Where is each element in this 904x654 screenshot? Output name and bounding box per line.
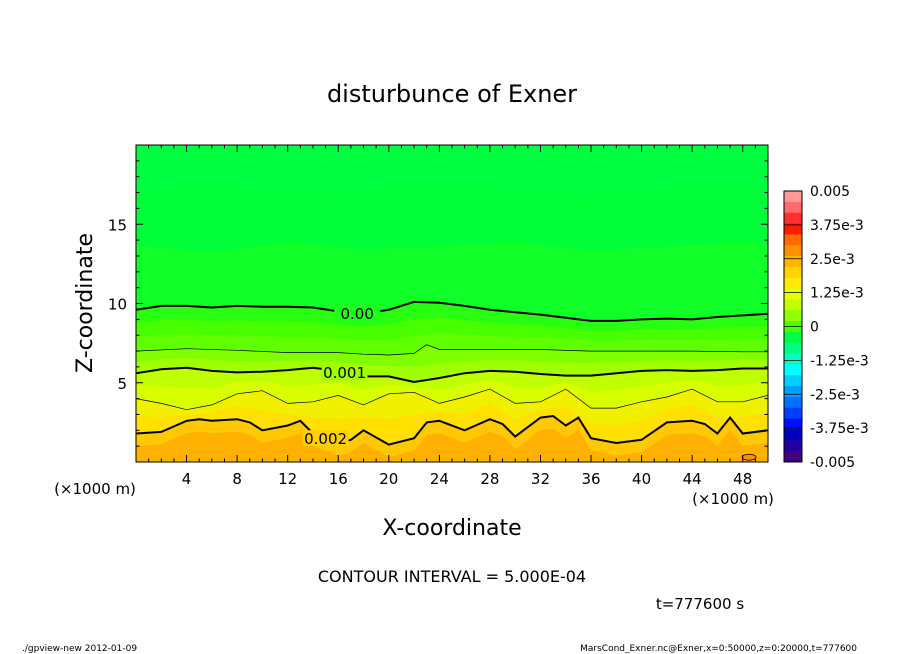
heavy-contour-line <box>136 414 768 446</box>
colorbar-label: -2.5e-3 <box>810 387 860 403</box>
colorbar-cell <box>784 353 802 365</box>
colorbar-label: 1.25e-3 <box>810 286 864 302</box>
heavy-contour-line <box>136 300 768 322</box>
x-tick-label: 32 <box>531 470 550 488</box>
contour-label: 0.00 <box>340 305 373 323</box>
colorbar-label: 0.005 <box>810 184 850 200</box>
colorbar-cell <box>784 407 802 420</box>
contour-label-gap <box>302 430 349 447</box>
colorbar-cell <box>784 429 802 441</box>
colorbar-cell <box>784 223 802 235</box>
colorbar-cell <box>784 386 802 398</box>
colorbar-cell <box>784 191 802 203</box>
colorbar-cell <box>784 310 802 322</box>
colorbar-label: 2.5e-3 <box>810 252 855 268</box>
x-tick-label: 8 <box>232 470 242 488</box>
contour-label-gap <box>334 305 381 322</box>
colorbar-cell <box>784 342 802 355</box>
colorbar-label: 0 <box>810 320 819 336</box>
colorbar-cell <box>784 245 802 257</box>
colorbar-cell <box>784 288 802 300</box>
colorbar-cell <box>784 266 802 279</box>
time-text: t=777600 s <box>656 595 744 613</box>
x-tick-label: 20 <box>379 470 398 488</box>
corner-contour-spot <box>741 453 757 461</box>
colorbar-cell <box>784 212 802 225</box>
footer-left: ./gpview-new 2012-01-09 <box>22 644 137 654</box>
plot-area: 0.00 0.001 0.002 <box>135 144 769 463</box>
x-tick-label: 4 <box>182 470 192 488</box>
x-tick-label: 36 <box>581 470 600 488</box>
colorbar-cell <box>784 396 802 409</box>
colorbar-cell <box>784 299 802 311</box>
thin-contour-line <box>136 344 768 356</box>
colorbar-label: 3.75e-3 <box>810 218 864 234</box>
y-tick-label: 10 <box>108 296 127 314</box>
colorbar-label: -1.25e-3 <box>810 353 869 369</box>
colorbar-cell <box>784 234 802 246</box>
colorbar-cell <box>784 277 802 290</box>
y-tick-label: 15 <box>108 216 127 234</box>
colorbar: 0.005 3.75e-3 2.5e-3 1.25e-3 0 -1.25e-3 -2.5e-… <box>783 184 869 471</box>
contour-interval-text: CONTOUR INTERVAL = 5.000E-04 <box>318 567 586 586</box>
contour-label: 0.002 <box>304 430 347 448</box>
colorbar-label: -0.005 <box>810 455 855 471</box>
colorbar-cell <box>784 256 802 268</box>
x-tick-label: 16 <box>329 470 348 488</box>
colorbar-cell <box>784 440 802 452</box>
band-neg-0.1 <box>136 181 768 254</box>
x-tick-label: 28 <box>480 470 499 488</box>
x-axis-label: X-coordinate <box>382 516 521 541</box>
colorbar-label: -3.75e-3 <box>810 421 869 437</box>
y-tick-label: 5 <box>117 375 127 393</box>
colorbar-cell <box>784 418 802 430</box>
x-unit-label: (×1000 m) <box>692 490 774 508</box>
y-unit-label: (×1000 m) <box>54 480 136 498</box>
colorbar-cell <box>784 375 802 387</box>
footer-right: MarsCond_Exner.nc@Exner,x=0:50000,z=0:20… <box>580 644 857 654</box>
x-tick-label: 48 <box>733 470 752 488</box>
contour-label: 0.001 <box>323 364 366 382</box>
x-tick-label: 12 <box>278 470 297 488</box>
contour-label-gap <box>321 364 368 381</box>
colorbar-cell <box>784 331 802 344</box>
x-tick-label: 40 <box>632 470 651 488</box>
colorbar-cell <box>784 364 802 376</box>
chart-title: disturbunce of Exner <box>327 80 577 108</box>
x-tick-label: 44 <box>683 470 702 488</box>
colorbar-cell <box>784 451 802 463</box>
band-2.5 <box>136 428 768 462</box>
x-tick-label: 24 <box>430 470 449 488</box>
colorbar-cell <box>784 201 802 214</box>
thin-contour-line <box>136 388 768 411</box>
heavy-contour-line <box>136 366 768 384</box>
y-axis-label: Z-coordinate <box>73 233 98 373</box>
